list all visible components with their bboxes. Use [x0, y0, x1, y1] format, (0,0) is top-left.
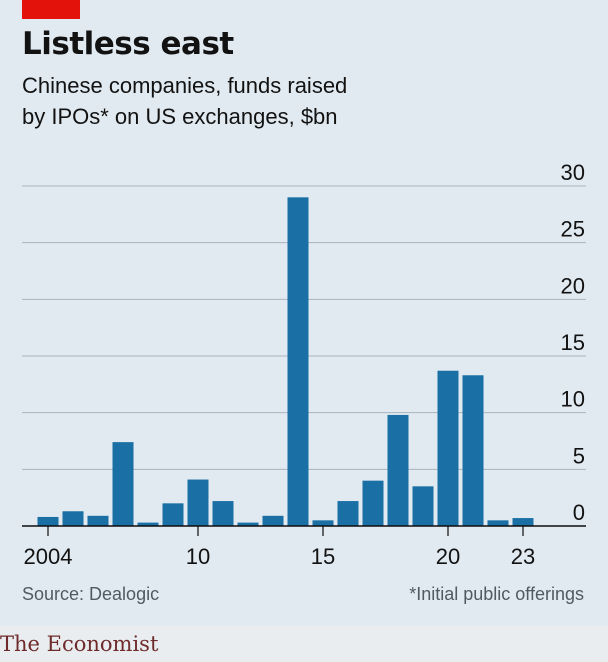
- y-tick-label-5: 5: [573, 443, 585, 468]
- y-tick-label-25: 25: [561, 217, 585, 242]
- subtitle-line-1: Chinese companies, funds raised: [22, 73, 348, 98]
- bar-2010: [187, 479, 209, 526]
- bar-2023: [512, 518, 534, 526]
- bar-2005: [62, 511, 84, 526]
- bar-2006: [87, 515, 109, 526]
- bar-2021: [462, 375, 484, 526]
- economist-logo: The Economist: [0, 632, 159, 656]
- bar-chart: 0 5 10 15 20 25 30 2004 10 15 20 23: [22, 160, 586, 569]
- bar-2013: [262, 515, 284, 526]
- bar-2018: [387, 414, 409, 526]
- footnote: *Initial public offerings: [409, 584, 584, 604]
- bar-2012: [237, 522, 259, 526]
- bar-2016: [337, 501, 359, 526]
- bar-2011: [212, 501, 234, 526]
- x-tick-label-2010: 10: [186, 544, 210, 569]
- bar-2004: [37, 516, 59, 526]
- y-tick-label-10: 10: [561, 387, 585, 412]
- bar-2008: [137, 522, 159, 526]
- x-tick-label-2023: 23: [511, 544, 535, 569]
- bar-2014: [287, 197, 309, 527]
- source-note: Source: Dealogic: [22, 584, 160, 604]
- x-tick-label-2004: 2004: [24, 544, 73, 569]
- subtitle-line-2: by IPOs* on US exchanges, $bn: [22, 104, 338, 129]
- bar-2019: [412, 486, 434, 526]
- x-tick-label-2020: 20: [436, 544, 460, 569]
- bar-2017: [362, 480, 384, 526]
- chart-title: Listless east: [22, 26, 234, 62]
- y-tick-label-30: 30: [561, 160, 585, 185]
- bar-2009: [162, 503, 184, 526]
- brand-red-tag: [22, 0, 80, 19]
- chart-subtitle: Chinese companies, funds raised by IPOs*…: [22, 70, 347, 132]
- y-tick-label-15: 15: [561, 330, 585, 355]
- bar-2022: [487, 520, 509, 526]
- bar-2015: [312, 520, 334, 526]
- bar-2020: [437, 370, 459, 526]
- x-tick-label-2015: 15: [311, 544, 335, 569]
- bar-2007: [112, 442, 134, 526]
- y-tick-label-20: 20: [561, 273, 585, 298]
- y-tick-label-0: 0: [573, 500, 585, 525]
